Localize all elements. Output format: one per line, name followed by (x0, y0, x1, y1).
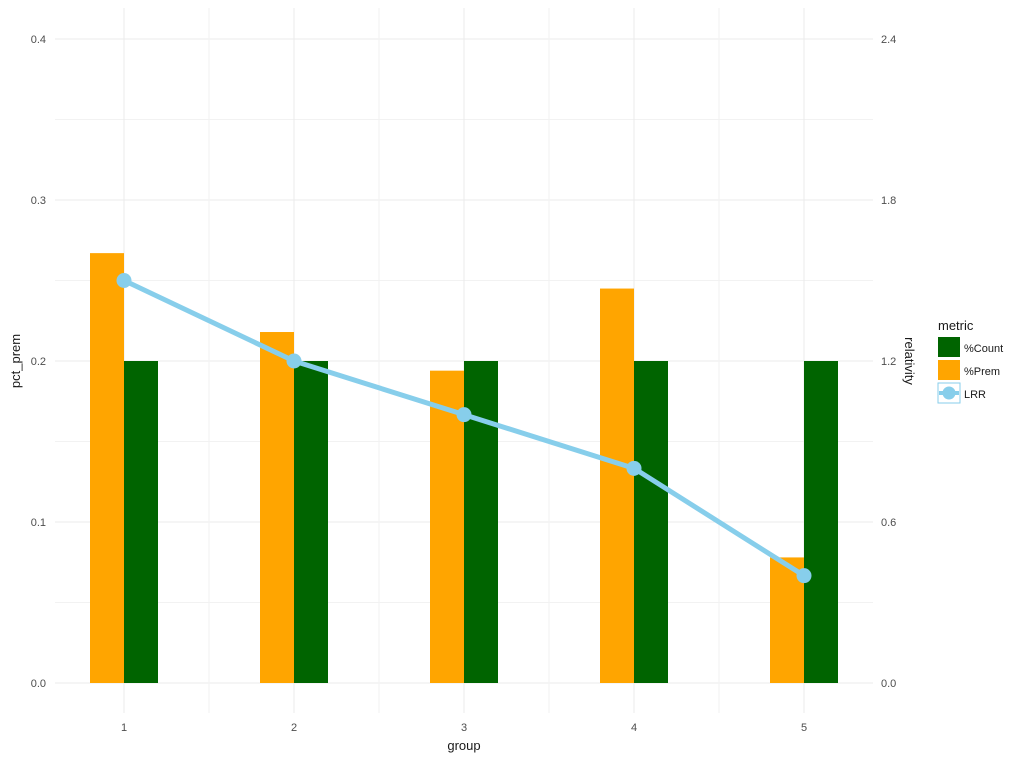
lrr-line (116, 273, 812, 584)
y-tick-label: 0.3 (31, 195, 46, 207)
y-tick-label: 0.4 (31, 34, 46, 46)
bar-pct-count-5 (804, 361, 838, 683)
y2-tick-labels: 0.0 0.6 1.2 1.8 2.4 (881, 34, 896, 690)
y-tick-labels: 0.0 0.1 0.2 0.3 0.4 (31, 34, 46, 690)
x-tick-labels: 1 2 3 4 5 (121, 722, 807, 734)
lrr-point-5 (796, 568, 812, 584)
x-tick-label: 1 (121, 722, 127, 734)
y-tick-label: 0.2 (31, 356, 46, 368)
bar-pct-count-4 (634, 361, 668, 683)
bar-pct-prem-4 (600, 288, 634, 683)
x-tick-label: 2 (291, 722, 297, 734)
legend-label: %Prem (964, 366, 1000, 378)
legend-key-pct-prem (938, 360, 960, 380)
y2-tick-label: 1.2 (881, 356, 896, 368)
y2-tick-label: 0.0 (881, 678, 896, 690)
bar-pct-prem-1 (90, 253, 124, 683)
x-tick-label: 3 (461, 722, 467, 734)
lrr-point-3 (456, 407, 472, 423)
y-tick-label: 0.1 (31, 517, 46, 529)
bar-pct-prem-3 (430, 370, 464, 683)
y2-tick-label: 1.8 (881, 195, 896, 207)
bar-pct-count-2 (294, 361, 328, 683)
x-tick-label: 4 (631, 722, 637, 734)
legend-key-point (942, 386, 956, 400)
legend: metric %Count %Prem LRR (937, 318, 1003, 404)
lrr-point-1 (116, 273, 132, 288)
legend-title: metric (938, 318, 974, 333)
y2-axis-label: relativity (902, 337, 917, 385)
bar-pct-prem-2 (260, 332, 294, 683)
lrr-point-2 (286, 353, 302, 369)
legend-label: LRR (964, 389, 986, 401)
legend-label: %Count (964, 343, 1003, 355)
bar-pct-count-1 (124, 361, 158, 683)
legend-key-pct-count (938, 337, 960, 357)
y-tick-label: 0.0 (31, 678, 46, 690)
bars (90, 253, 838, 683)
x-axis-label: group (447, 738, 480, 753)
lrr-point-4 (626, 460, 642, 476)
y2-tick-label: 0.6 (881, 517, 896, 529)
x-tick-label: 5 (801, 722, 807, 734)
y-axis-label: pct_prem (8, 334, 23, 388)
y2-tick-label: 2.4 (881, 34, 896, 46)
